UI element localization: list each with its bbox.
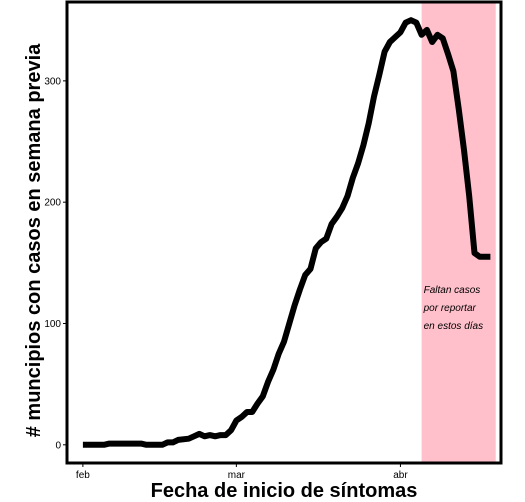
x-axis-title: Fecha de inicio de síntomas bbox=[151, 480, 418, 502]
y-tick-label: 300 bbox=[44, 76, 61, 87]
x-tick-label: mar bbox=[228, 470, 246, 481]
y-tick-label: 100 bbox=[44, 319, 61, 330]
y-tick-label: 0 bbox=[55, 440, 61, 451]
x-tick-label: feb bbox=[76, 470, 90, 481]
y-tick-label: 200 bbox=[44, 198, 61, 209]
shaded-region bbox=[421, 2, 496, 463]
shaded-region-annotation: Faltan casos por reportar en estos días bbox=[423, 285, 483, 332]
x-axis: feb mar abr bbox=[76, 463, 408, 481]
annotation-line-2: por reportar bbox=[423, 303, 477, 314]
y-axis-title: # muncipios con casos en semana previa bbox=[23, 43, 45, 437]
annotation-line-1: Faltan casos bbox=[424, 285, 481, 296]
series-line bbox=[82, 17, 491, 448]
annotation-line-3: en estos días bbox=[424, 321, 483, 332]
plot-panel-border bbox=[65, 0, 503, 465]
x-tick-label: abr bbox=[393, 470, 408, 481]
y-axis: 0 100 200 300 bbox=[44, 76, 67, 451]
